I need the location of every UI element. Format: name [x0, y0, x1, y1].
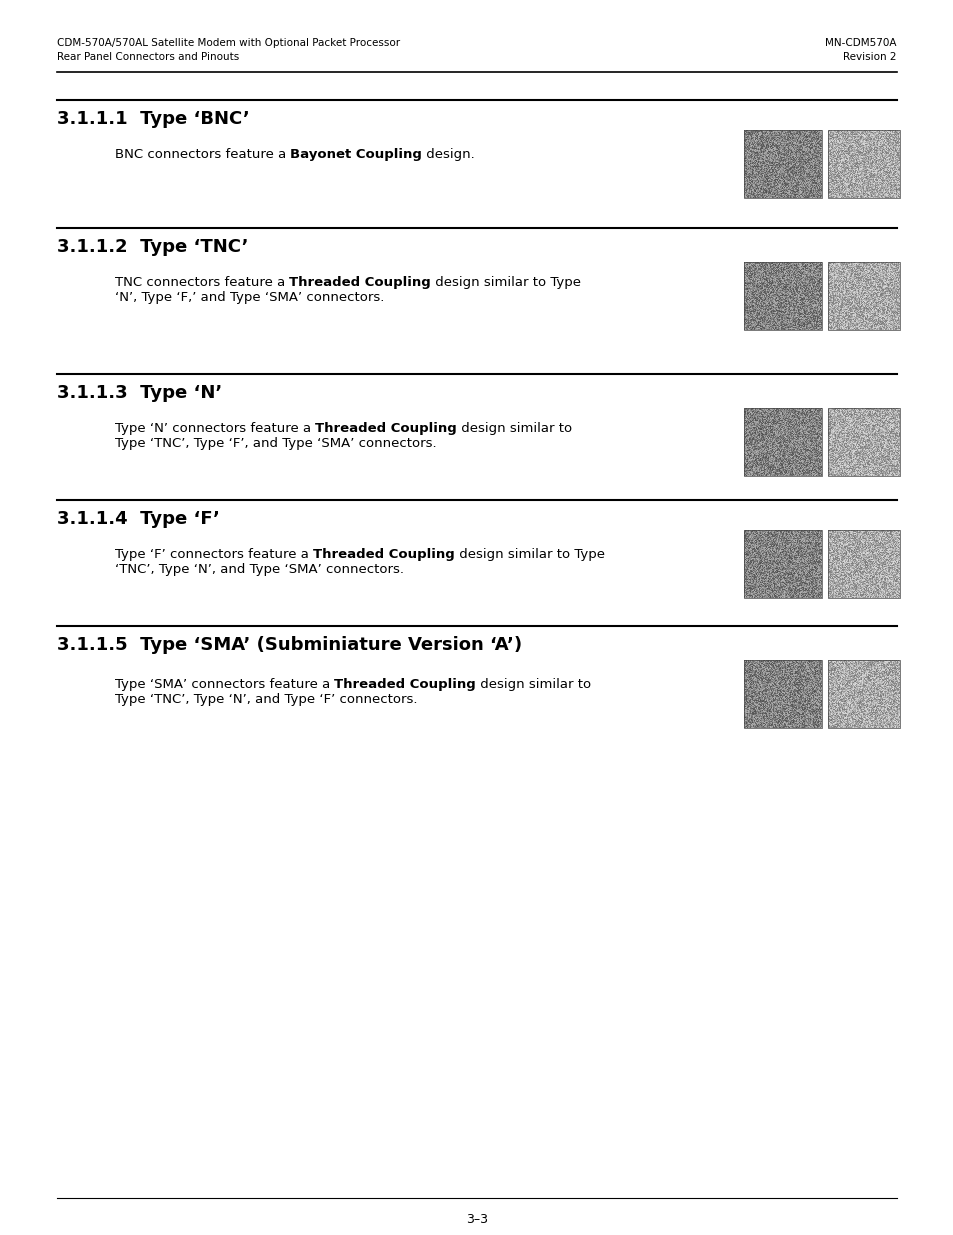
Bar: [827, 530, 899, 598]
Bar: [827, 130, 899, 198]
Bar: [827, 659, 899, 727]
Text: 3.1.1.3  Type ‘N’: 3.1.1.3 Type ‘N’: [57, 384, 222, 403]
Text: Threaded Coupling: Threaded Coupling: [289, 275, 431, 289]
Text: design similar to: design similar to: [456, 422, 572, 435]
Text: ‘TNC’, Type ‘N’, and Type ‘SMA’ connectors.: ‘TNC’, Type ‘N’, and Type ‘SMA’ connecto…: [115, 563, 403, 576]
Text: 3.1.1.2  Type ‘TNC’: 3.1.1.2 Type ‘TNC’: [57, 238, 248, 256]
Text: 3.1.1.5  Type ‘SMA’ (Subminiature Version ‘A’): 3.1.1.5 Type ‘SMA’ (Subminiature Version…: [57, 636, 521, 655]
Text: Type ‘N’ connectors feature a: Type ‘N’ connectors feature a: [115, 422, 315, 435]
Bar: [827, 262, 899, 330]
Text: 3.1.1.1  Type ‘BNC’: 3.1.1.1 Type ‘BNC’: [57, 110, 250, 128]
Text: Threaded Coupling: Threaded Coupling: [315, 422, 456, 435]
Text: Revision 2: Revision 2: [842, 52, 896, 62]
Bar: [743, 530, 821, 598]
Text: 3–3: 3–3: [465, 1213, 488, 1226]
Text: 3.1.1.4  Type ‘F’: 3.1.1.4 Type ‘F’: [57, 510, 219, 529]
Text: design similar to Type: design similar to Type: [431, 275, 580, 289]
Text: Threaded Coupling: Threaded Coupling: [335, 678, 476, 692]
Bar: [743, 408, 821, 475]
Text: TNC connectors feature a: TNC connectors feature a: [115, 275, 289, 289]
Bar: [743, 659, 821, 727]
Text: Type ‘SMA’ connectors feature a: Type ‘SMA’ connectors feature a: [115, 678, 335, 692]
Text: Type ‘TNC’, Type ‘F’, and Type ‘SMA’ connectors.: Type ‘TNC’, Type ‘F’, and Type ‘SMA’ con…: [115, 437, 436, 450]
Bar: [827, 408, 899, 475]
Text: Rear Panel Connectors and Pinouts: Rear Panel Connectors and Pinouts: [57, 52, 239, 62]
Text: Type ‘TNC’, Type ‘N’, and Type ‘F’ connectors.: Type ‘TNC’, Type ‘N’, and Type ‘F’ conne…: [115, 693, 417, 706]
Text: ‘N’, Type ‘F,’ and Type ‘SMA’ connectors.: ‘N’, Type ‘F,’ and Type ‘SMA’ connectors…: [115, 291, 384, 304]
Text: Bayonet Coupling: Bayonet Coupling: [291, 148, 422, 161]
Text: design.: design.: [422, 148, 475, 161]
Text: BNC connectors feature a: BNC connectors feature a: [115, 148, 291, 161]
Text: design similar to Type: design similar to Type: [455, 548, 604, 561]
Text: MN-CDM570A: MN-CDM570A: [824, 38, 896, 48]
Text: Threaded Coupling: Threaded Coupling: [313, 548, 455, 561]
Bar: [743, 262, 821, 330]
Text: design similar to: design similar to: [476, 678, 591, 692]
Text: Type ‘F’ connectors feature a: Type ‘F’ connectors feature a: [115, 548, 313, 561]
Bar: [743, 130, 821, 198]
Text: CDM-570A/570AL Satellite Modem with Optional Packet Processor: CDM-570A/570AL Satellite Modem with Opti…: [57, 38, 399, 48]
